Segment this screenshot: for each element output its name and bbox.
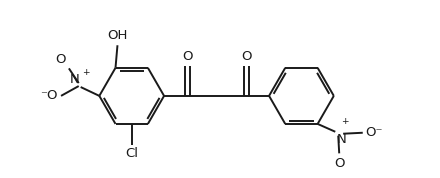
Text: ⁻O: ⁻O <box>40 89 57 102</box>
Text: O: O <box>182 49 193 62</box>
Text: N: N <box>336 133 346 146</box>
Text: O⁻: O⁻ <box>366 126 383 139</box>
Text: O: O <box>55 53 66 66</box>
Text: N: N <box>70 73 80 86</box>
Text: O: O <box>241 49 252 62</box>
Text: OH: OH <box>107 29 128 42</box>
Text: +: + <box>82 68 89 77</box>
Text: Cl: Cl <box>125 147 138 160</box>
Text: O: O <box>334 157 345 170</box>
Text: +: + <box>341 117 349 126</box>
